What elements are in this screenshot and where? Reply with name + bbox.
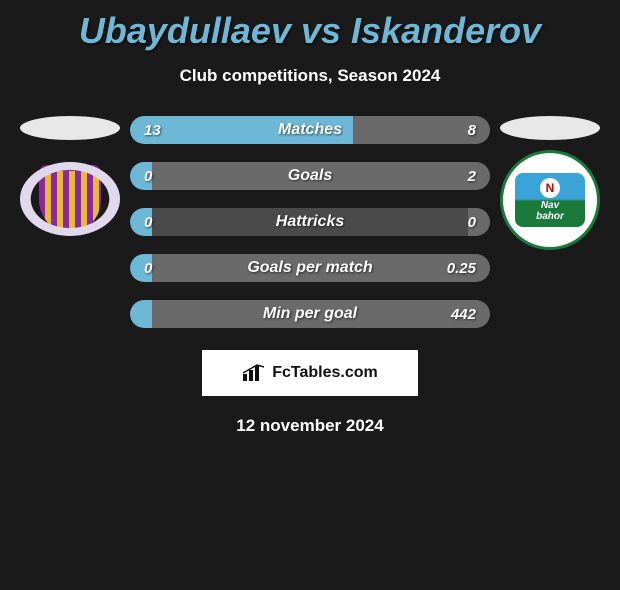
stats-list: 13 Matches 8 0 Goals 2 0 Hattricks 0 0 Goals per m… [130, 116, 490, 328]
right-player-column: N Nav bahor [500, 116, 600, 250]
left-player-column [20, 116, 120, 236]
page-title: Ubaydullaev vs Iskanderov [0, 10, 620, 52]
brand-box[interactable]: FcTables.com [202, 350, 418, 396]
stat-label: Matches [278, 121, 342, 139]
stat-value-left: 0 [144, 260, 152, 277]
subtitle: Club competitions, Season 2024 [0, 66, 620, 86]
stat-value-right: 0.25 [447, 260, 476, 277]
stat-value-left: 13 [144, 122, 161, 139]
stat-value-left: 0 [144, 168, 152, 185]
badge-letter: N [540, 178, 560, 198]
player-photo-placeholder-left [20, 116, 120, 140]
stat-row: 0 Goals per match 0.25 [130, 254, 490, 282]
stat-row: Min per goal 442 [130, 300, 490, 328]
date-label: 12 november 2024 [0, 416, 620, 436]
stat-value-right: 0 [468, 214, 476, 231]
stat-fill-left [130, 300, 152, 328]
bar-chart-icon [242, 364, 266, 382]
stat-value-right: 442 [451, 306, 476, 323]
stat-row: 0 Hattricks 0 [130, 208, 490, 236]
stat-value-right: 2 [468, 168, 476, 185]
badge-text2: bahor [536, 211, 564, 222]
stat-row: 0 Goals 2 [130, 162, 490, 190]
club-badge-left [20, 162, 120, 236]
stat-label: Hattricks [276, 213, 344, 231]
stat-value-right: 8 [468, 122, 476, 139]
stat-label: Goals per match [247, 259, 372, 277]
stat-label: Min per goal [263, 305, 357, 323]
club-badge-right: N Nav bahor [500, 150, 600, 250]
stat-row: 13 Matches 8 [130, 116, 490, 144]
stat-label: Goals [288, 167, 332, 185]
stat-value-left: 0 [144, 214, 152, 231]
comparison-panel: 13 Matches 8 0 Goals 2 0 Hattricks 0 0 Goals per m… [0, 116, 620, 328]
player-photo-placeholder-right [500, 116, 600, 140]
badge-text1: Nav [541, 200, 559, 211]
brand-text: FcTables.com [272, 364, 378, 382]
club-badge-right-inner: N Nav bahor [515, 173, 585, 227]
